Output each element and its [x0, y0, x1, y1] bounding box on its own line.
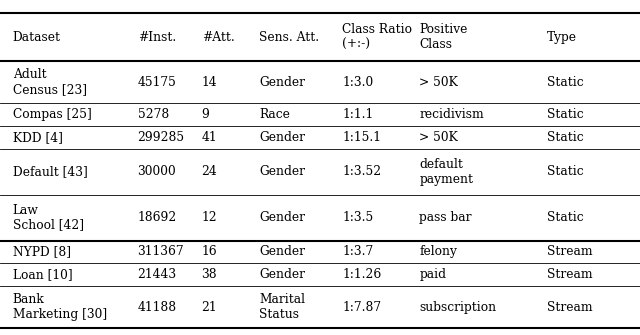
Text: paid: paid: [419, 268, 446, 281]
Text: default
payment: default payment: [419, 158, 473, 186]
Text: 16: 16: [202, 246, 217, 259]
Text: 1:1.26: 1:1.26: [342, 268, 381, 281]
Text: 18692: 18692: [138, 211, 177, 224]
Text: Class Ratio
(+:-): Class Ratio (+:-): [342, 23, 412, 51]
Text: Adult
Census [23]: Adult Census [23]: [13, 68, 87, 96]
Text: Type: Type: [547, 31, 577, 44]
Text: 14: 14: [202, 76, 217, 88]
Text: Static: Static: [547, 211, 584, 224]
Text: 5278: 5278: [138, 108, 169, 121]
Text: recidivism: recidivism: [419, 108, 484, 121]
Text: Sens. Att.: Sens. Att.: [259, 31, 319, 44]
Text: pass bar: pass bar: [419, 211, 472, 224]
Text: #Inst.: #Inst.: [138, 31, 176, 44]
Text: Gender: Gender: [259, 268, 305, 281]
Text: Static: Static: [547, 131, 584, 144]
Text: > 50K: > 50K: [419, 76, 458, 88]
Text: 299285: 299285: [138, 131, 185, 144]
Text: 9: 9: [202, 108, 209, 121]
Text: 24: 24: [202, 165, 218, 178]
Text: Stream: Stream: [547, 301, 593, 314]
Text: 1:3.52: 1:3.52: [342, 165, 381, 178]
Text: 1:1.1: 1:1.1: [342, 108, 374, 121]
Text: 30000: 30000: [138, 165, 177, 178]
Text: 1:7.87: 1:7.87: [342, 301, 381, 314]
Text: Static: Static: [547, 165, 584, 178]
Text: Default [43]: Default [43]: [13, 165, 88, 178]
Text: Gender: Gender: [259, 246, 305, 259]
Text: 21443: 21443: [138, 268, 177, 281]
Text: Static: Static: [547, 108, 584, 121]
Text: Marital
Status: Marital Status: [259, 293, 305, 321]
Text: 41188: 41188: [138, 301, 177, 314]
Text: 1:3.5: 1:3.5: [342, 211, 374, 224]
Text: Gender: Gender: [259, 211, 305, 224]
Text: 1:15.1: 1:15.1: [342, 131, 381, 144]
Text: Stream: Stream: [547, 246, 593, 259]
Text: 21: 21: [202, 301, 217, 314]
Text: KDD [4]: KDD [4]: [13, 131, 63, 144]
Text: Static: Static: [547, 76, 584, 88]
Text: Compas [25]: Compas [25]: [13, 108, 92, 121]
Text: Dataset: Dataset: [13, 31, 61, 44]
Text: 45175: 45175: [138, 76, 177, 88]
Text: NYPD [8]: NYPD [8]: [13, 246, 71, 259]
Text: 311367: 311367: [138, 246, 184, 259]
Text: Race: Race: [259, 108, 290, 121]
Text: Stream: Stream: [547, 268, 593, 281]
Text: Bank
Marketing [30]: Bank Marketing [30]: [13, 293, 107, 321]
Text: Gender: Gender: [259, 165, 305, 178]
Text: Positive
Class: Positive Class: [419, 23, 468, 51]
Text: 38: 38: [202, 268, 217, 281]
Text: #Att.: #Att.: [202, 31, 234, 44]
Text: Gender: Gender: [259, 76, 305, 88]
Text: subscription: subscription: [419, 301, 497, 314]
Text: felony: felony: [419, 246, 457, 259]
Text: > 50K: > 50K: [419, 131, 458, 144]
Text: 1:3.7: 1:3.7: [342, 246, 374, 259]
Text: Law
School [42]: Law School [42]: [13, 204, 84, 231]
Text: 12: 12: [202, 211, 217, 224]
Text: 41: 41: [202, 131, 217, 144]
Text: Loan [10]: Loan [10]: [13, 268, 72, 281]
Text: Gender: Gender: [259, 131, 305, 144]
Text: 1:3.0: 1:3.0: [342, 76, 374, 88]
